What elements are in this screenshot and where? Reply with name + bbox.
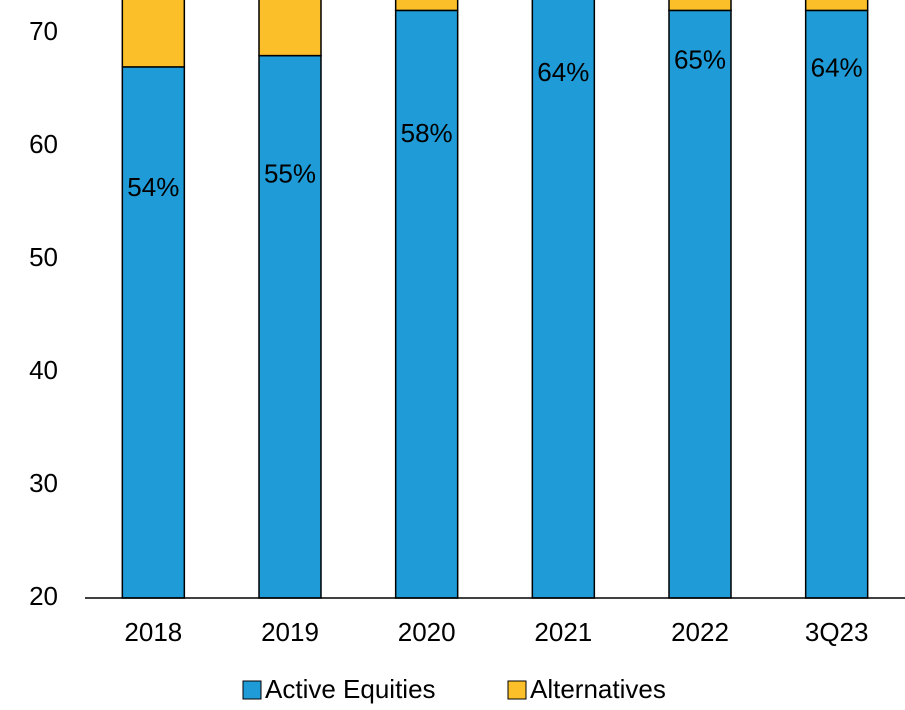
total-label: 65% <box>674 44 726 74</box>
bar-segment <box>668 9 732 599</box>
legend-swatch <box>242 680 262 700</box>
bar-segment <box>804 9 869 599</box>
total-label: 55% <box>264 159 316 189</box>
x-tick-label: 2020 <box>398 617 456 647</box>
bar-segment <box>804 0 869 12</box>
y-tick-label: 70 <box>29 16 58 46</box>
bar-segment <box>394 9 459 599</box>
x-tick-label: 2018 <box>124 617 182 647</box>
legend-label: Active Equities <box>265 674 436 704</box>
legend-label: Alternatives <box>530 674 666 704</box>
bar-segment <box>258 0 322 57</box>
y-tick-label: 20 <box>29 581 58 611</box>
legend-swatch <box>507 680 527 700</box>
y-tick-label: 50 <box>29 242 58 272</box>
x-tick-label: 3Q23 <box>805 617 869 647</box>
total-label: 58% <box>401 118 453 148</box>
bar-segment <box>258 54 322 599</box>
y-tick-label: 40 <box>29 355 58 385</box>
total-label: 64% <box>537 57 589 87</box>
bar-segment <box>121 0 186 68</box>
bar-segment <box>121 66 186 599</box>
bar-segment <box>531 0 596 599</box>
x-tick-label: 2021 <box>534 617 592 647</box>
y-tick-label: 60 <box>29 129 58 159</box>
y-tick-label: 30 <box>29 468 58 498</box>
x-tick-label: 2019 <box>261 617 319 647</box>
total-label: 64% <box>811 52 863 82</box>
x-tick-label: 2022 <box>671 617 729 647</box>
bar-segment <box>668 0 732 12</box>
bar-segment <box>394 0 459 12</box>
total-label: 54% <box>127 172 179 202</box>
